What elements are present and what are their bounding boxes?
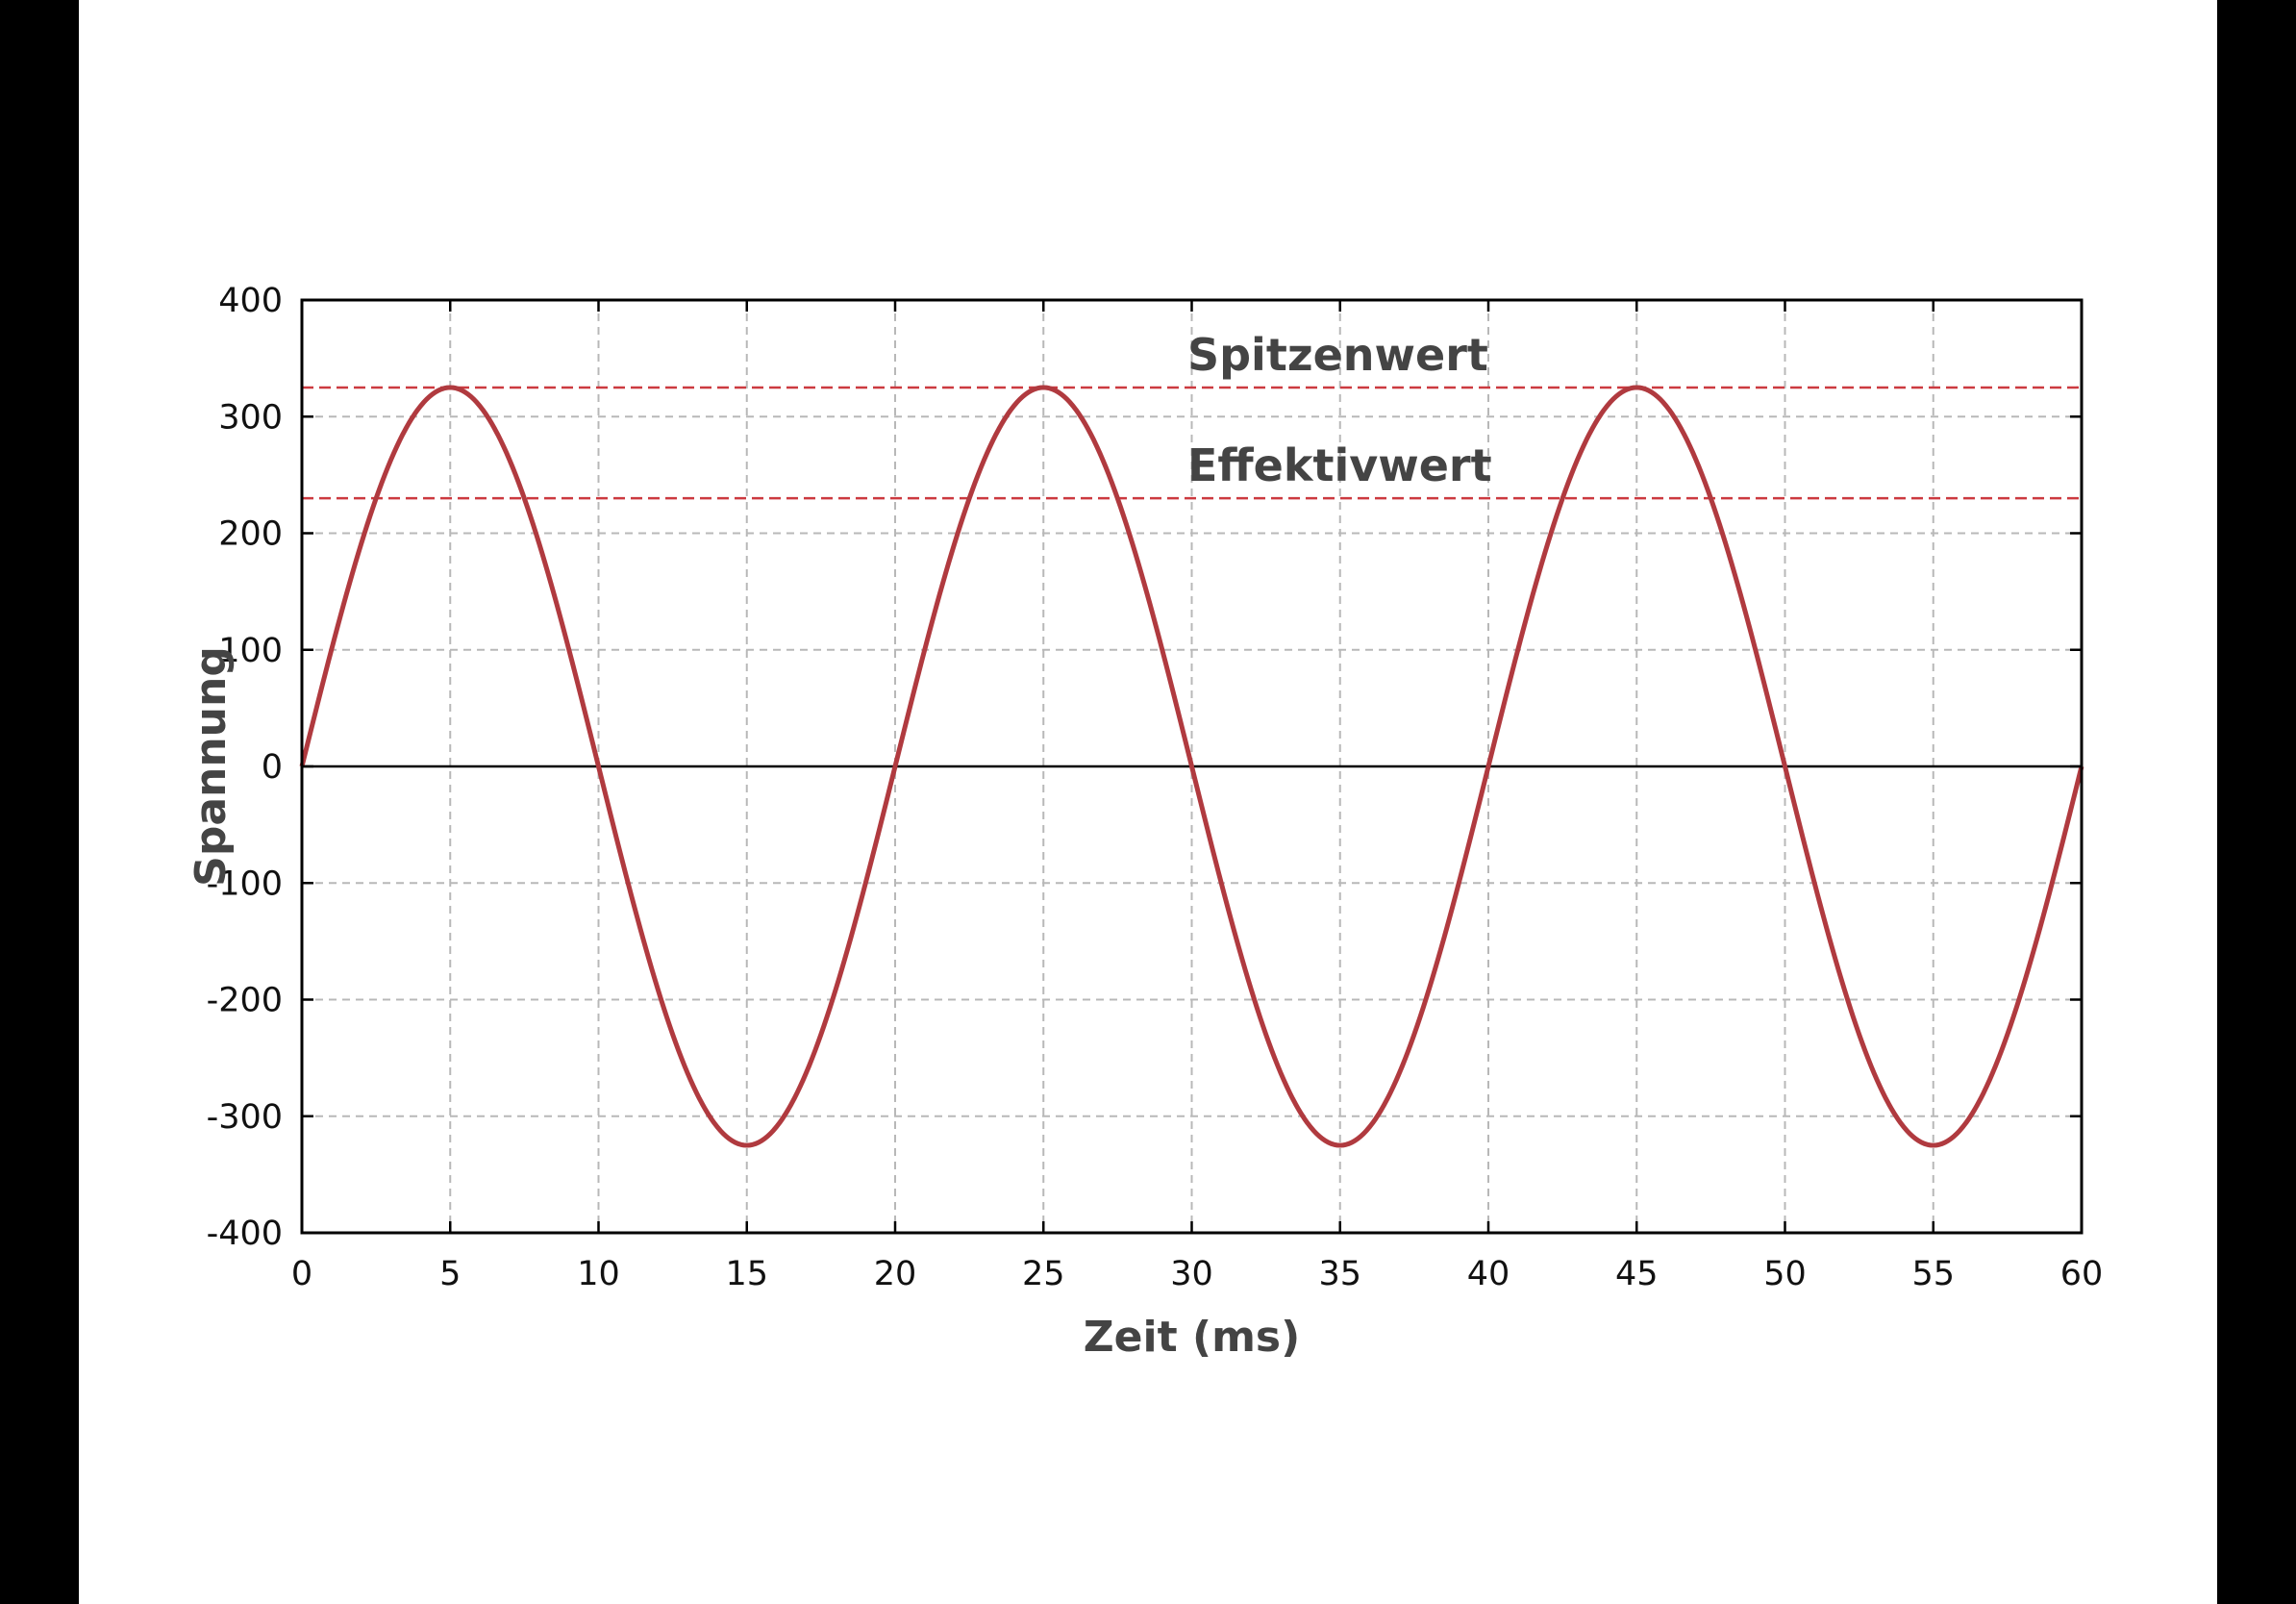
x-tick-label: 40 bbox=[1467, 1255, 1510, 1293]
x-tick-label: 25 bbox=[1022, 1255, 1065, 1293]
x-tick-label: 55 bbox=[1911, 1255, 1955, 1293]
y-tick-label: -200 bbox=[207, 982, 283, 1020]
reference-line-label: Effektivwert bbox=[1187, 439, 1492, 491]
y-tick-label: 400 bbox=[218, 282, 283, 320]
x-tick-label: 50 bbox=[1763, 1255, 1807, 1293]
y-tick-label: 0 bbox=[262, 748, 283, 787]
voltage-chart: 0 5 10 15 20 25 30 35 40 45 50 55 60 -400 -300 -200 -100… bbox=[187, 282, 2104, 1362]
x-tick-label: 5 bbox=[439, 1255, 461, 1293]
y-tick-label: 300 bbox=[218, 398, 283, 437]
x-tick-label: 20 bbox=[874, 1255, 917, 1293]
y-tick-label: -300 bbox=[207, 1098, 283, 1137]
x-tick-label: 35 bbox=[1318, 1255, 1361, 1293]
reference-line-label: Spitzenwert bbox=[1187, 329, 1488, 381]
x-tick-label: 60 bbox=[2060, 1255, 2104, 1293]
chart-canvas: 0 5 10 15 20 25 30 35 40 45 50 55 60 -400 -300 -200 -100… bbox=[79, 0, 2217, 1604]
y-tick-label: -100 bbox=[207, 865, 283, 903]
x-tick-label: 10 bbox=[577, 1255, 620, 1293]
series-line bbox=[299, 385, 2084, 1148]
y-tick-label: 100 bbox=[218, 632, 283, 670]
y-tick-label: -400 bbox=[207, 1215, 283, 1253]
y-axis-title: Spannung bbox=[187, 646, 236, 887]
x-tick-label: 15 bbox=[725, 1255, 768, 1293]
x-tick-label: 45 bbox=[1615, 1255, 1659, 1293]
x-axis-title: Zeit (ms) bbox=[1084, 1313, 1300, 1362]
y-tick-label: 200 bbox=[218, 515, 283, 554]
x-tick-label: 0 bbox=[291, 1255, 312, 1293]
x-tick-label: 30 bbox=[1170, 1255, 1213, 1293]
